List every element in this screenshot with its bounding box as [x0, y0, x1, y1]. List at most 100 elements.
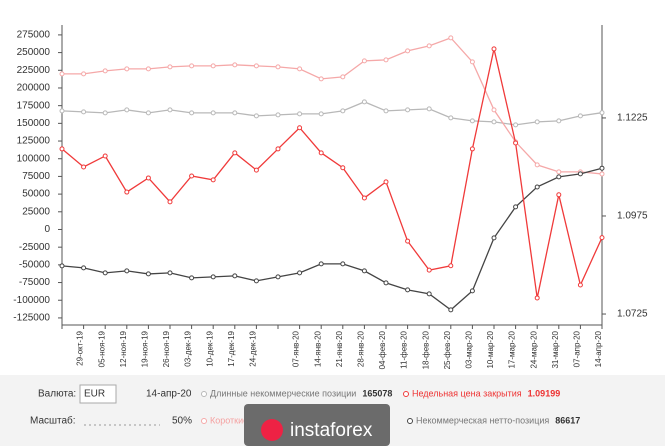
point — [556, 192, 562, 198]
y-tick-label: 25000 — [22, 206, 50, 217]
point — [253, 113, 259, 119]
point — [426, 106, 432, 112]
x-tick-label: 10-дек-19 — [205, 330, 214, 366]
currency-select[interactable] — [79, 384, 117, 404]
legend-value: 86617 — [555, 415, 580, 425]
y-tick-label: 100000 — [17, 153, 51, 164]
point — [297, 66, 303, 72]
point — [491, 107, 497, 113]
point — [318, 76, 324, 82]
point — [577, 113, 583, 119]
point — [448, 307, 454, 313]
point — [253, 167, 259, 173]
y-tick-label: 150000 — [17, 118, 51, 129]
point — [145, 175, 151, 181]
logo: instaforex — [290, 420, 373, 441]
legend-marker — [201, 418, 207, 424]
x-tick-label: 19-ноя-19 — [141, 330, 150, 367]
point — [318, 111, 324, 117]
y-tick-label: -75000 — [19, 277, 51, 288]
point — [491, 119, 497, 125]
y-tick-label: -100000 — [13, 295, 50, 306]
point — [189, 110, 195, 116]
x-tick-label: 03-дек-19 — [184, 330, 193, 366]
x-tick-label: 31-мар-20 — [551, 330, 560, 368]
point — [513, 122, 519, 128]
y-tick-label: 50000 — [22, 189, 50, 200]
point — [210, 63, 216, 69]
scale-label: Масштаб: — [30, 415, 76, 427]
series-line — [61, 167, 603, 311]
y-tick-label: 175000 — [17, 100, 51, 111]
point — [448, 263, 454, 269]
y-tick-label: 225000 — [17, 65, 51, 76]
x-tick-label: 28-янв-20 — [357, 330, 366, 367]
point — [59, 108, 65, 114]
point — [297, 270, 303, 276]
point — [59, 71, 65, 77]
point — [361, 195, 367, 201]
point — [124, 268, 130, 274]
legend-marker — [201, 391, 207, 397]
x-tick-label: 17-мар-20 — [508, 330, 517, 368]
point — [145, 66, 151, 72]
point — [491, 235, 497, 241]
y-tick-label: 75000 — [22, 171, 50, 182]
point — [232, 110, 238, 116]
point — [297, 125, 303, 131]
point — [124, 66, 130, 72]
y2-tick-label: 1.0975 — [617, 211, 648, 222]
point — [275, 64, 281, 70]
point — [318, 150, 324, 156]
point — [448, 115, 454, 121]
point — [534, 295, 540, 301]
y-tick-label: -25000 — [19, 242, 51, 253]
x-tick-label: 24-мар-20 — [529, 330, 538, 368]
point — [210, 177, 216, 183]
x-tick-label: 07-янв-20 — [292, 330, 301, 367]
point — [469, 118, 475, 124]
point — [102, 68, 108, 74]
series-line — [62, 37, 603, 175]
series-line — [61, 48, 603, 299]
point — [383, 57, 389, 63]
point — [361, 268, 367, 274]
y-tick-label: 125000 — [17, 136, 51, 147]
point — [577, 282, 583, 288]
point — [318, 261, 324, 267]
point — [426, 43, 432, 49]
logo-icon — [261, 419, 283, 441]
legend-marker — [403, 391, 409, 397]
point — [81, 265, 87, 271]
point — [599, 171, 605, 177]
point — [232, 150, 238, 156]
x-tick-label: 24-дек-19 — [249, 330, 258, 366]
point — [145, 271, 151, 277]
legend-label: Длинные некоммерческие позиции — [210, 388, 356, 398]
x-tick-label: 05-ноя-19 — [97, 330, 106, 367]
point — [232, 62, 238, 68]
point — [81, 164, 87, 170]
x-tick-label: 11-фев-20 — [400, 330, 409, 368]
y-tick-label: 250000 — [17, 47, 51, 58]
point — [556, 118, 562, 124]
point — [81, 71, 87, 77]
x-tick-label: 07-апр-20 — [573, 330, 582, 367]
point — [426, 267, 432, 273]
x-tick-label: 04-фев-20 — [378, 330, 387, 369]
point — [599, 235, 605, 241]
series-line — [61, 101, 603, 126]
point — [361, 99, 367, 105]
point — [405, 48, 411, 54]
point — [297, 111, 303, 117]
y-tick-label: 0 — [44, 224, 50, 235]
x-tick-label: 14-янв-20 — [313, 330, 322, 367]
point — [340, 165, 346, 171]
point — [361, 58, 367, 64]
point — [102, 110, 108, 116]
x-tick-label: 03-мар-20 — [465, 330, 474, 368]
point — [253, 63, 259, 69]
point — [124, 189, 130, 195]
x-tick-label: 12-ноя-19 — [119, 330, 128, 367]
